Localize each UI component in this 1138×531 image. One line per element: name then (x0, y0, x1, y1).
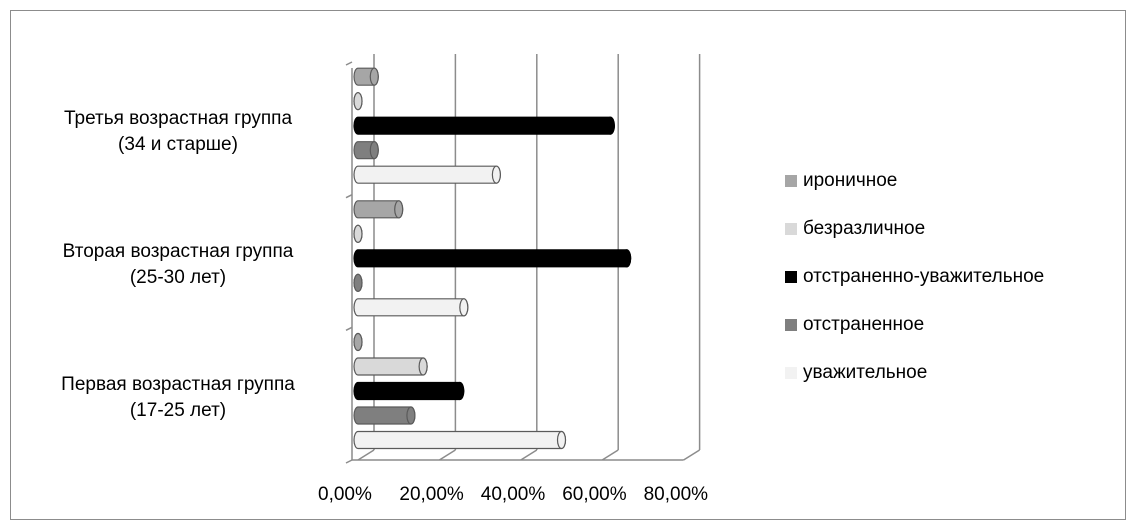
x-tick-label: 40,00% (480, 484, 546, 505)
floor-gridline (357, 449, 375, 461)
bar-отстраненно-уважительное-2 (353, 249, 632, 268)
floor-gridline (683, 449, 700, 461)
category-label-1: Первая возрастная группа (17-25 лет) (18, 372, 338, 424)
legend-swatch (785, 271, 797, 283)
bar-отстраненное-3 (353, 141, 379, 160)
category-label-2: Вторая возрастная группа (25-30 лет) (18, 239, 338, 291)
legend-item-безразличное: безразличное (785, 216, 1138, 242)
bar-уважительное-3 (353, 165, 501, 184)
category-tick (345, 459, 353, 464)
category-tick (345, 193, 353, 199)
legend-item-ироничное: ироничное (785, 168, 1138, 194)
x-tick-label: 20,00% (399, 484, 464, 505)
bar-отстраненное-2 (353, 273, 363, 292)
bar-ироничное-2 (353, 200, 404, 219)
category-label-line: Вторая возрастная группа (62, 241, 294, 262)
category-label-line: (25-30 лет) (129, 267, 227, 288)
category-tick (345, 326, 353, 332)
category-label-line: (34 и старше) (118, 134, 238, 156)
legend-label: безразличное (803, 218, 926, 239)
bar-безразличное-3 (353, 92, 363, 111)
category-label-line: (17-25 лет) (129, 399, 227, 421)
category-label-line: Третья возрастная группа (63, 108, 293, 130)
legend-label: отстраненное (803, 314, 925, 335)
bar-отстраненное-1 (353, 406, 416, 425)
category-label-3: Третья возрастная группа (34 и старше) (18, 106, 338, 158)
legend-swatch (785, 175, 797, 187)
legend-swatch (785, 319, 797, 331)
category-tick (345, 61, 353, 66)
bar-безразличное-1 (353, 357, 428, 376)
bar-уважительное-1 (353, 430, 567, 450)
bar-безразличное-2 (353, 224, 363, 243)
x-tick-label: 80,00% (643, 484, 709, 505)
floor-gridline (520, 449, 538, 461)
legend-label: ироничное (803, 170, 898, 191)
category-label-line: Первая возрастная группа (61, 373, 295, 395)
bar-отстраненно-уважительное-1 (353, 381, 465, 401)
legend-item-отстраненно-уважительное: отстраненно-уважительное (785, 264, 1138, 290)
floor-gridline (439, 449, 456, 461)
legend-item-уважительное: уважительное (785, 360, 1138, 386)
bar-уважительное-2 (353, 298, 469, 317)
bar-отстраненно-уважительное-3 (353, 116, 615, 135)
legend-item-отстраненное: отстраненное (785, 312, 1138, 338)
legend-label: уважительное (803, 362, 928, 383)
x-tick-label: 60,00% (562, 484, 627, 505)
x-tick-label: 0,00% (318, 484, 372, 505)
bar-ироничное-1 (353, 332, 363, 352)
bar-ироничное-3 (353, 67, 379, 86)
floor-gridline (601, 449, 619, 461)
legend-swatch (785, 367, 797, 379)
legend-label: отстраненно-уважительное (803, 266, 1045, 287)
legend-swatch (785, 223, 797, 235)
